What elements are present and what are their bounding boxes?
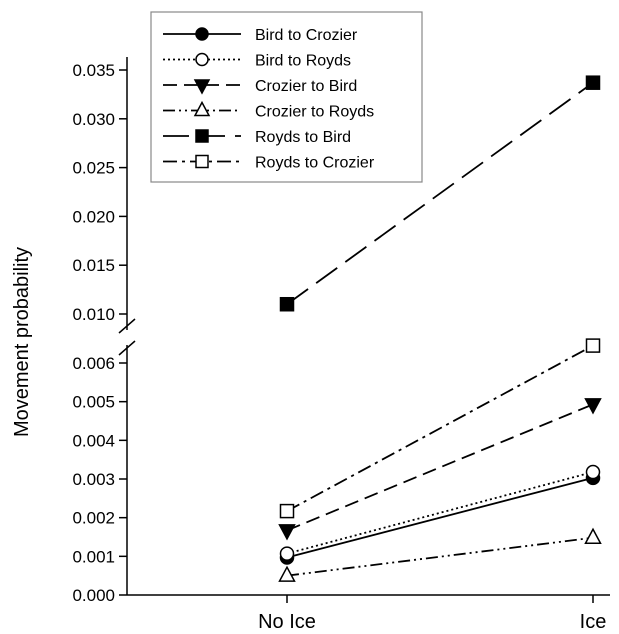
- data-point: [278, 565, 296, 582]
- legend-label: Royds to Bird: [255, 129, 351, 146]
- series-line: [286, 81, 594, 305]
- legend-label: Bird to Crozier: [255, 27, 358, 44]
- legend-marker: [195, 27, 209, 41]
- legend-item: Royds to Crozier: [163, 155, 375, 172]
- series-bird-to-crozier: [279, 470, 601, 565]
- y-tick-label: 0.001: [72, 547, 115, 566]
- series-crozier-to-bird: [278, 398, 602, 541]
- data-point: [585, 75, 601, 90]
- legend-marker: [193, 100, 211, 117]
- legend-label: Crozier to Royds: [255, 104, 374, 121]
- y-tick-label: 0.006: [72, 354, 115, 373]
- y-tick-label: 0.025: [72, 159, 115, 178]
- legend-item: Crozier to Bird: [163, 78, 357, 95]
- legend-marker: [195, 154, 209, 169]
- y-axis-label: Movement probability: [11, 247, 33, 437]
- series-bird-to-royds: [279, 464, 601, 561]
- y-tick-label: 0.020: [72, 207, 115, 226]
- series-royds-to-bird: [279, 75, 601, 312]
- y-tick-label: 0.000: [72, 586, 115, 605]
- axis-break-mark-upper: [118, 318, 136, 334]
- data-point: [584, 527, 602, 545]
- x-tick-label: Ice: [580, 611, 607, 633]
- y-tick-label: 0.035: [72, 61, 115, 80]
- legend-item: Royds to Bird: [163, 129, 351, 146]
- axis-break-mark-lower: [118, 340, 136, 356]
- series-line: [286, 344, 594, 512]
- legend: Bird to Crozier Bird to Royds Crozier to B…: [150, 11, 423, 183]
- series-royds-to-crozier: [279, 338, 601, 519]
- series-line: [286, 476, 594, 559]
- data-point: [279, 296, 295, 312]
- data-point: [585, 338, 601, 353]
- series-layer: [278, 75, 602, 582]
- series-line: [286, 403, 594, 532]
- legend-label: Crozier to Bird: [255, 78, 357, 95]
- legend-marker: [193, 79, 211, 95]
- y-tick-label: 0.004: [72, 431, 115, 450]
- legend-marker: [195, 129, 209, 143]
- legend-item: Bird to Royds: [163, 53, 351, 70]
- legend-label: Bird to Royds: [255, 53, 351, 70]
- legend-box: [150, 11, 423, 183]
- data-point: [278, 524, 296, 541]
- series-line: [286, 536, 594, 577]
- y-tick-label: 0.002: [72, 509, 115, 528]
- x-tick-label: No Ice: [258, 611, 316, 633]
- data-point: [585, 464, 601, 480]
- series-line: [286, 471, 594, 555]
- data-point: [279, 503, 295, 519]
- y-tick-label: 0.003: [72, 470, 115, 489]
- legend-marker: [195, 52, 209, 67]
- y-tick-label: 0.030: [72, 110, 115, 129]
- axes: 0.010 0.015 0.020 0.025 0.030 0.035 0.000 0.001…: [72, 57, 610, 633]
- legend-item: Bird to Crozier: [163, 27, 358, 44]
- legend-item: Crozier to Royds: [163, 100, 374, 121]
- y-tick-label: 0.010: [72, 305, 115, 324]
- data-point: [584, 398, 602, 415]
- data-point: [279, 546, 295, 561]
- y-tick-label: 0.005: [72, 393, 115, 412]
- legend-label: Royds to Crozier: [255, 155, 375, 172]
- series-crozier-to-royds: [278, 527, 602, 582]
- y-tick-label: 0.015: [72, 256, 115, 275]
